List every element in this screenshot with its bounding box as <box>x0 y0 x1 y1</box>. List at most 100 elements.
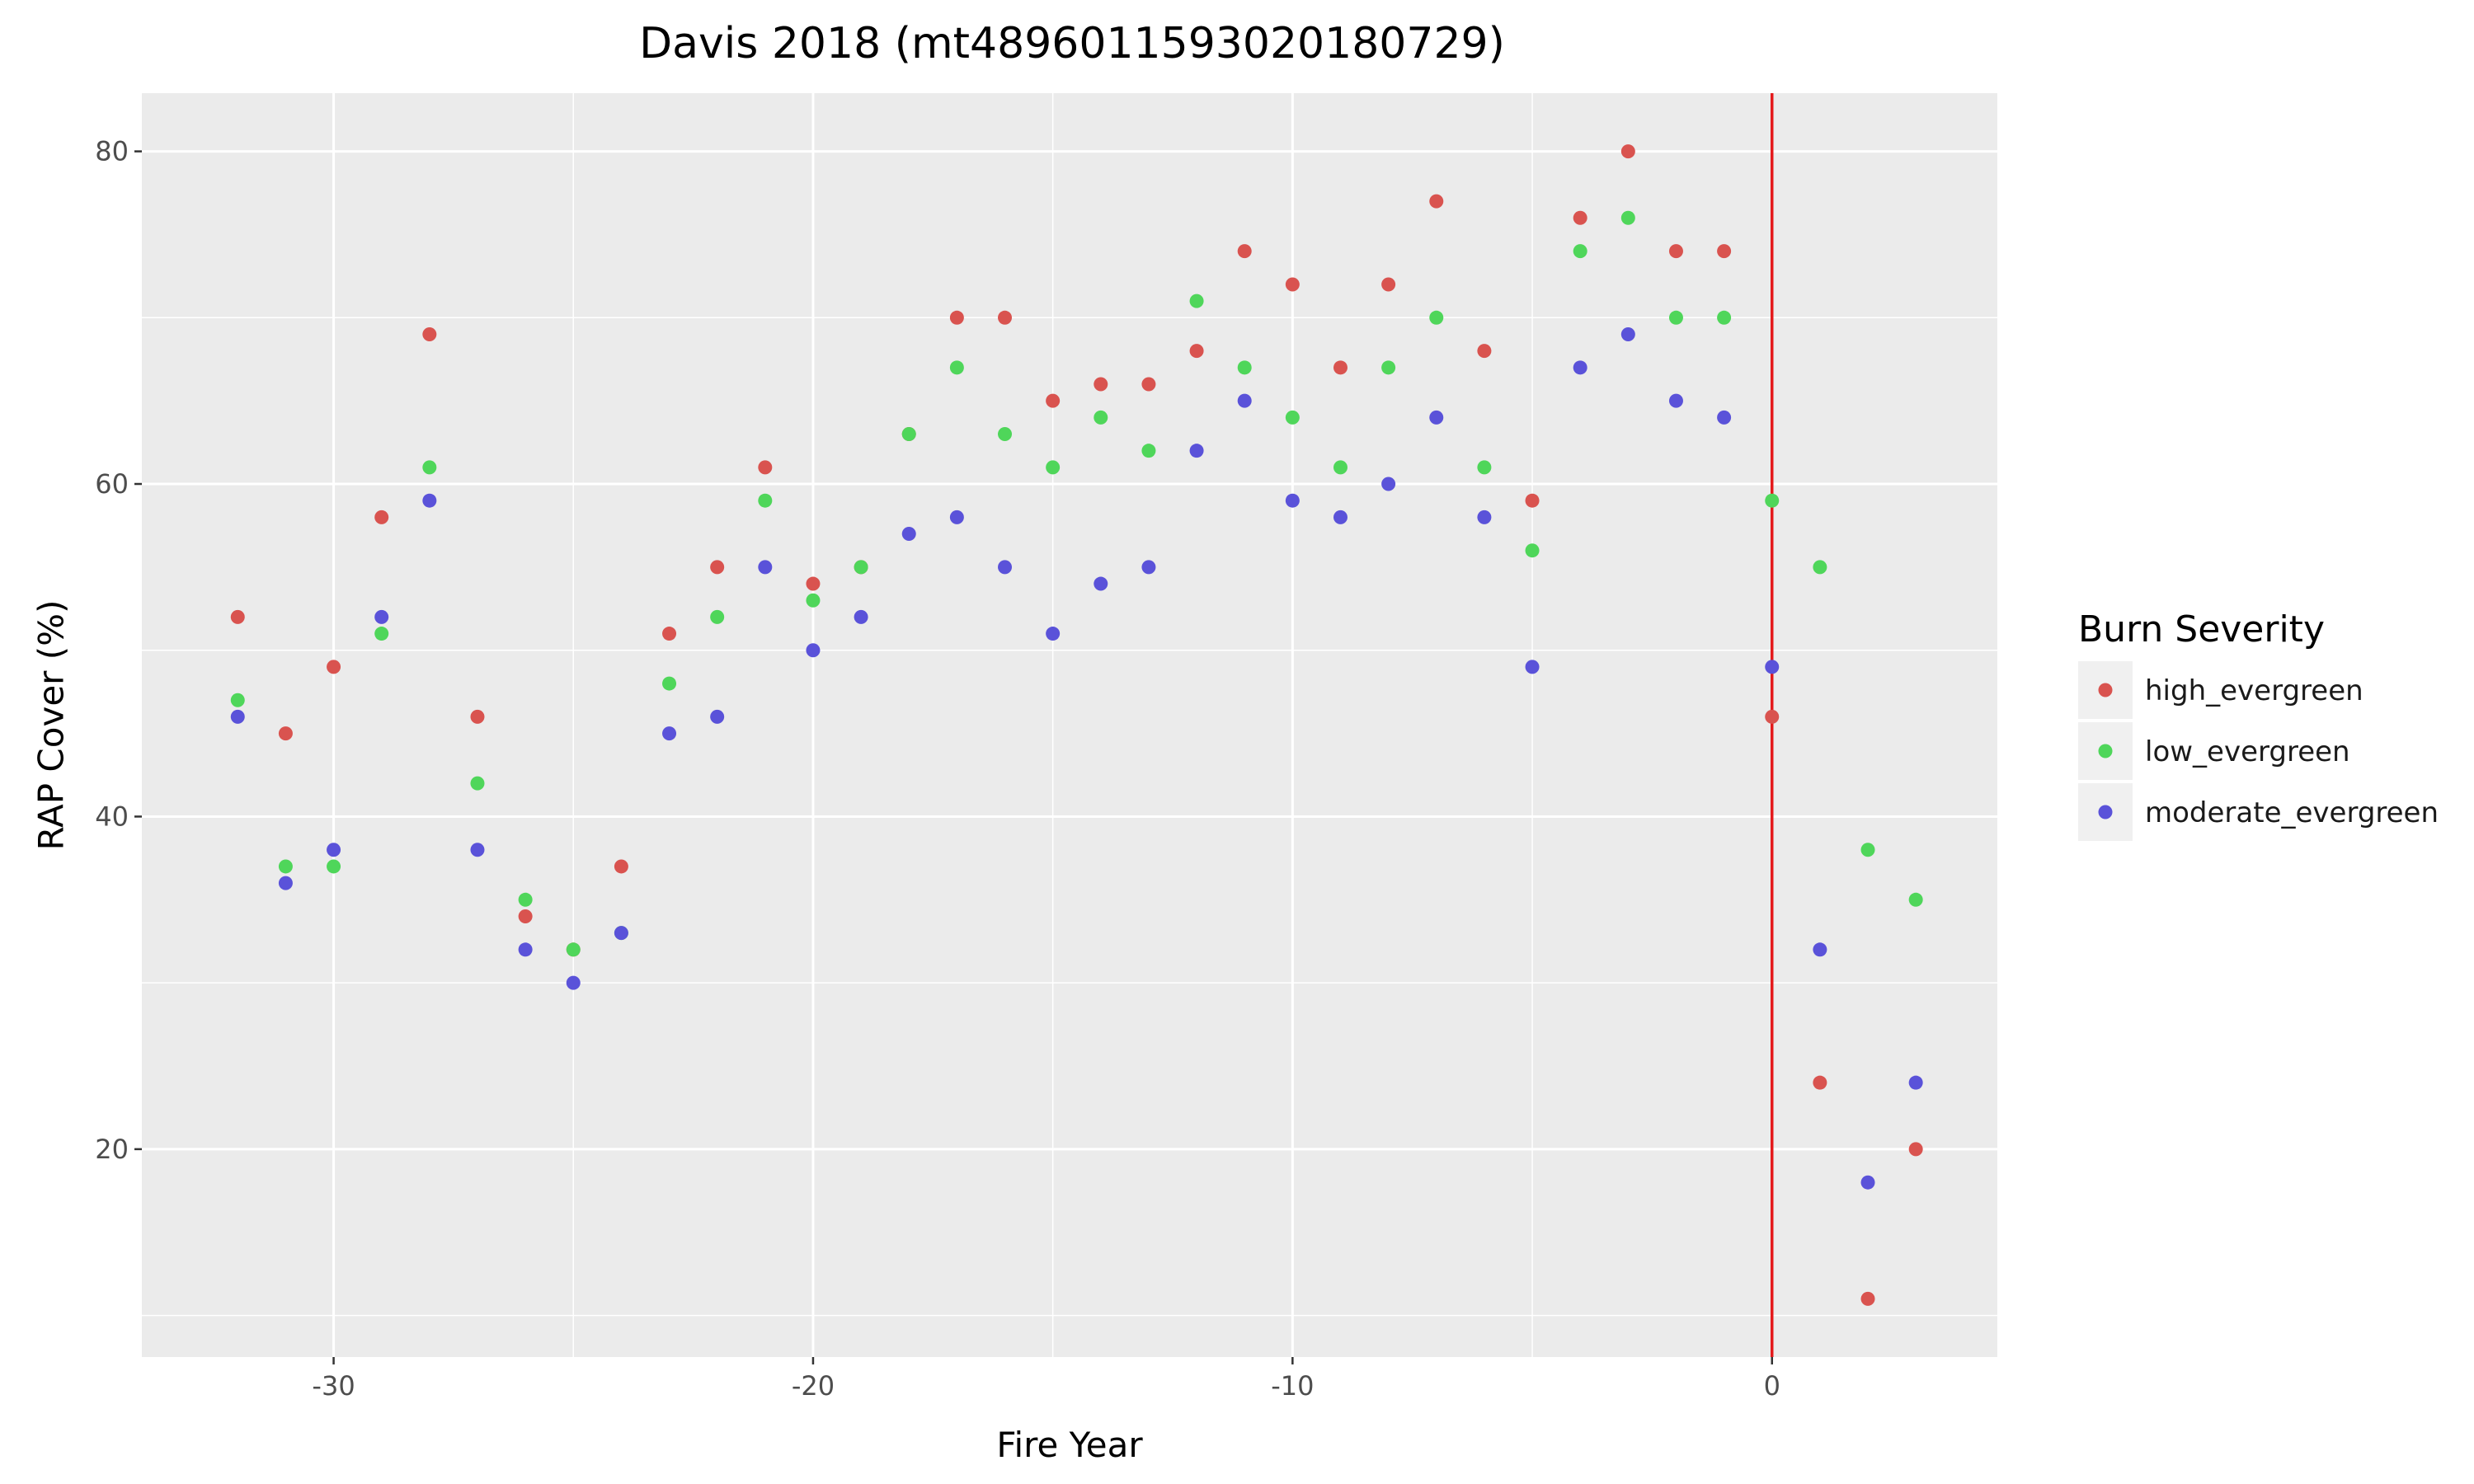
data-point <box>614 926 628 941</box>
data-point <box>1333 460 1348 475</box>
data-point <box>1046 460 1061 475</box>
data-point <box>901 427 916 442</box>
data-point <box>422 326 437 341</box>
data-point <box>1189 294 1204 308</box>
data-point <box>566 942 581 957</box>
data-point <box>1668 310 1683 325</box>
data-point <box>230 609 245 624</box>
plot-panel <box>142 93 1997 1357</box>
data-point <box>1813 1075 1827 1090</box>
data-point <box>1094 576 1108 591</box>
data-point <box>470 709 485 724</box>
data-point <box>949 310 964 325</box>
data-point <box>1189 344 1204 359</box>
data-point <box>758 460 773 475</box>
data-point <box>518 942 533 957</box>
data-point <box>662 676 677 691</box>
legend-key-high_evergreen <box>2098 683 2113 697</box>
data-point <box>1525 493 1540 508</box>
data-point <box>662 627 677 641</box>
data-point <box>1141 377 1156 392</box>
data-point <box>1381 477 1396 491</box>
data-point <box>1237 244 1252 259</box>
data-point <box>614 859 628 874</box>
data-point <box>1141 444 1156 458</box>
data-point <box>1717 244 1732 259</box>
data-point <box>230 693 245 707</box>
x-tick-label: -10 <box>1271 1370 1314 1402</box>
legend: Burn Severity high_evergreen low_evergree… <box>2078 608 2439 841</box>
data-point <box>854 560 868 575</box>
data-point <box>1237 393 1252 408</box>
data-point <box>1813 942 1827 957</box>
data-point <box>1333 360 1348 375</box>
x-axis-title: Fire Year <box>996 1425 1143 1465</box>
data-point <box>1525 543 1540 558</box>
legend-key-low_evergreen <box>2098 744 2113 758</box>
data-point <box>1477 344 1492 359</box>
data-point <box>854 609 868 624</box>
legend-label: moderate_evergreen <box>2145 796 2439 829</box>
data-point <box>1429 310 1444 325</box>
data-point <box>1908 892 1923 907</box>
data-point <box>1908 1075 1923 1090</box>
legend-title: Burn Severity <box>2078 608 2325 650</box>
y-tick-label: 40 <box>95 801 129 832</box>
data-point <box>1765 493 1780 508</box>
data-point <box>998 560 1013 575</box>
data-point <box>1717 410 1732 425</box>
data-point <box>1717 310 1732 325</box>
data-point <box>1381 277 1396 292</box>
x-tick-label: -20 <box>792 1370 835 1402</box>
data-point <box>1765 709 1780 724</box>
data-point <box>949 510 964 524</box>
data-point <box>998 427 1013 442</box>
data-point <box>1620 326 1635 341</box>
data-point <box>1046 393 1061 408</box>
data-point <box>1668 244 1683 259</box>
data-point <box>1285 410 1300 425</box>
data-point <box>470 776 485 791</box>
data-point <box>230 709 245 724</box>
data-point <box>1094 410 1108 425</box>
y-tick-label: 20 <box>95 1134 129 1165</box>
data-point <box>1477 510 1492 524</box>
y-tick-label: 60 <box>95 468 129 500</box>
x-tick-label: 0 <box>1764 1370 1780 1402</box>
data-point <box>374 627 389 641</box>
data-point <box>806 576 821 591</box>
data-point <box>327 859 341 874</box>
data-point <box>327 660 341 674</box>
legend-key-moderate_evergreen <box>2098 805 2113 819</box>
data-point <box>1765 660 1780 674</box>
data-point <box>1620 210 1635 225</box>
data-point <box>806 593 821 608</box>
data-point <box>949 360 964 375</box>
data-point <box>1189 444 1204 458</box>
data-point <box>1573 244 1587 259</box>
data-point <box>1573 360 1587 375</box>
data-point <box>470 843 485 857</box>
data-point <box>1141 560 1156 575</box>
data-point <box>1285 277 1300 292</box>
data-point <box>1333 510 1348 524</box>
data-point <box>1573 210 1587 225</box>
data-point <box>374 510 389 524</box>
data-point <box>518 909 533 923</box>
data-point <box>1620 144 1635 159</box>
data-point <box>758 493 773 508</box>
data-point <box>327 843 341 857</box>
y-axis-title: RAP Cover (%) <box>31 600 72 851</box>
data-point <box>1429 194 1444 209</box>
data-point <box>710 709 725 724</box>
data-point <box>1094 377 1108 392</box>
data-point <box>422 493 437 508</box>
data-point <box>1429 410 1444 425</box>
series-moderate_evergreen <box>230 326 1923 1190</box>
data-point <box>1477 460 1492 475</box>
data-point <box>758 560 773 575</box>
x-axis-ticks: -30 -20 -10 0 <box>312 1357 1780 1402</box>
x-tick-label: -30 <box>312 1370 355 1402</box>
